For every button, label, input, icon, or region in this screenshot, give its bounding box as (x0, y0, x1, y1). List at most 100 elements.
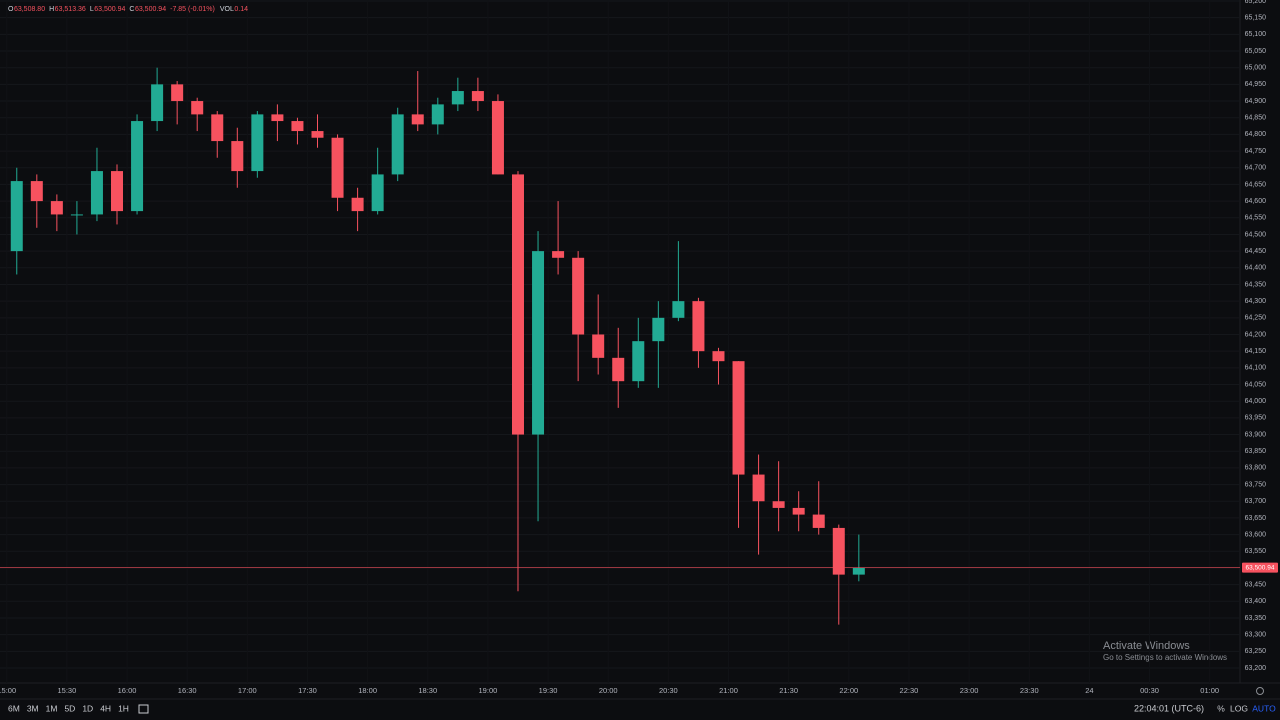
candle-body (451, 91, 464, 105)
timeframe-button[interactable]: 6M (8, 703, 20, 713)
timeframe-button[interactable]: 1M (46, 703, 58, 713)
y-tick-label: 65,050 (1245, 48, 1267, 55)
timeframe-button[interactable]: 5D (64, 703, 75, 713)
candle-body (271, 114, 284, 122)
y-tick-label: 63,450 (1245, 581, 1267, 588)
scale-button[interactable]: % (1217, 703, 1225, 713)
legend-key: O (8, 6, 14, 13)
calendar-icon[interactable] (138, 704, 149, 714)
timeframe-button[interactable]: 3M (27, 703, 39, 713)
x-tick-label: 16:00 (118, 686, 137, 695)
y-tick-label: 63,600 (1245, 531, 1267, 538)
candle-body (832, 527, 845, 575)
candle-body (251, 114, 264, 172)
y-tick-label: 64,600 (1245, 198, 1267, 205)
legend-value: 0.14 (234, 6, 248, 13)
x-tick-label: 00:30 (1140, 686, 1159, 695)
x-tick-label: 15:00 (0, 686, 16, 695)
x-tick-label: 21:30 (779, 686, 798, 695)
candle-body (672, 301, 685, 318)
y-tick-label: 63,200 (1245, 665, 1267, 672)
y-tick-label: 63,950 (1245, 415, 1267, 422)
timeframe-button[interactable]: 1D (82, 703, 93, 713)
x-tick-label: 24 (1085, 686, 1093, 695)
y-tick-label: 64,000 (1245, 398, 1267, 405)
price-label: 63,500.94 (1246, 564, 1275, 571)
y-tick-label: 63,900 (1245, 431, 1267, 438)
candle-body (70, 214, 83, 216)
icon-shape (138, 704, 149, 714)
y-tick-label: 64,150 (1245, 348, 1267, 355)
y-tick-label: 64,400 (1245, 265, 1267, 272)
y-tick-label: 65,000 (1245, 65, 1267, 72)
legend-key: VOL (220, 6, 234, 13)
y-tick-label: 64,800 (1245, 131, 1267, 138)
x-tick-label: 19:30 (539, 686, 558, 695)
candle-body (652, 317, 665, 342)
legend-value: 63,500.94 (94, 6, 125, 13)
candle-body (491, 101, 504, 175)
legend-value: 63,513.36 (55, 6, 86, 13)
y-tick-label: 64,200 (1245, 331, 1267, 338)
x-tick-label: 20:30 (659, 686, 678, 695)
candle-body (30, 181, 43, 202)
candle-body (371, 174, 384, 212)
y-tick-label: 65,100 (1245, 31, 1267, 38)
x-tick-label: 23:30 (1020, 686, 1039, 695)
candle-body (792, 507, 805, 515)
candle-body (572, 257, 585, 335)
y-tick-label: 63,550 (1245, 548, 1267, 555)
scale-button[interactable]: AUTO (1252, 703, 1276, 713)
y-tick-label: 63,850 (1245, 448, 1267, 455)
y-tick-label: 64,500 (1245, 231, 1267, 238)
candle-body (171, 84, 184, 102)
x-tick-label: 21:00 (719, 686, 738, 695)
timeframe-button[interactable]: 4H (100, 703, 111, 713)
y-tick-label: 63,350 (1245, 615, 1267, 622)
candle-body (471, 91, 484, 102)
legend-key: L (90, 6, 94, 13)
candle-body (191, 101, 204, 115)
candle-body (311, 131, 324, 138)
y-tick-label: 64,550 (1245, 215, 1267, 222)
candle-body (90, 171, 103, 215)
y-tick-label: 64,300 (1245, 298, 1267, 305)
y-tick-label: 65,150 (1245, 15, 1267, 22)
timeframe-button[interactable]: 1H (118, 703, 129, 713)
y-tick-label: 64,850 (1245, 115, 1267, 122)
watermark-title: Activate Windows (1103, 640, 1190, 652)
x-tick-label: 22:00 (839, 686, 858, 695)
candle-body (852, 567, 865, 575)
candle-body (291, 121, 304, 132)
y-tick-label: 63,300 (1245, 631, 1267, 638)
candle-body (431, 104, 444, 125)
y-tick-label: 63,800 (1245, 465, 1267, 472)
x-tick-label: 17:30 (298, 686, 317, 695)
y-tick-label: 63,250 (1245, 648, 1267, 655)
candle-body (812, 514, 825, 528)
settings-icon[interactable] (1256, 687, 1264, 695)
candle-body (231, 141, 244, 172)
x-tick-label: 19:00 (479, 686, 498, 695)
candle-body (10, 181, 23, 252)
legend-value: 63,500.94 (135, 6, 166, 13)
candle-body (732, 361, 745, 475)
x-tick-label: 22:30 (900, 686, 919, 695)
candle-body (592, 334, 605, 358)
y-tick-label: 64,950 (1245, 81, 1267, 88)
candle-body (692, 301, 705, 352)
candle-body (111, 171, 124, 212)
candle-body (772, 501, 785, 508)
x-tick-label: 01:00 (1200, 686, 1219, 695)
candle-body (151, 84, 164, 122)
candle-body (612, 357, 625, 382)
scale-button[interactable]: LOG (1230, 703, 1248, 713)
candle-body (532, 251, 545, 435)
candle-body (511, 174, 524, 435)
x-tick-label: 15:30 (57, 686, 76, 695)
candle-body (391, 114, 404, 175)
legend-key: H (49, 6, 54, 13)
candle-body (552, 251, 565, 258)
